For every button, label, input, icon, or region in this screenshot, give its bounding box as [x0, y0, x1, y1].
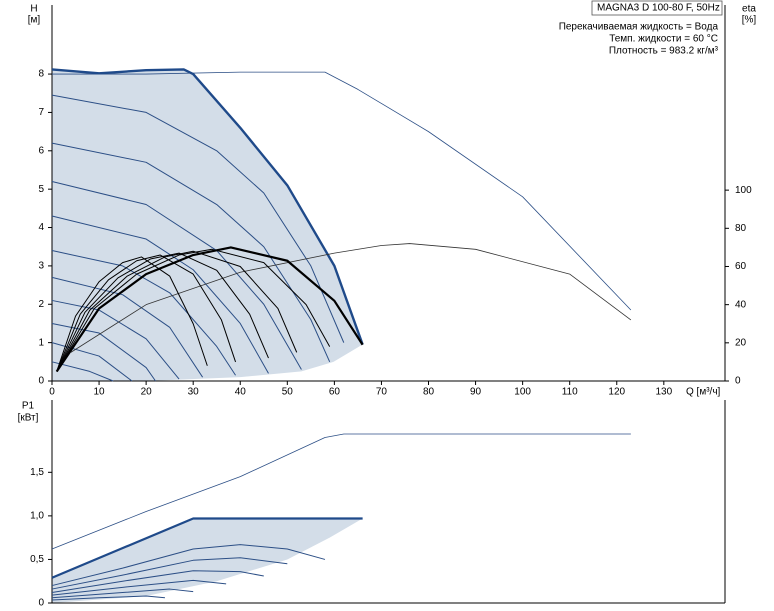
curve [51, 342, 133, 382]
y-tick-label: 4 [38, 222, 44, 233]
y2-label: eta [742, 4, 756, 15]
y2-unit: [%] [742, 15, 757, 26]
operating-area [52, 69, 363, 381]
y2-tick-label: 60 [735, 261, 747, 272]
y-tick-label: 1 [38, 337, 44, 348]
curve [51, 322, 156, 382]
y-label: P1 [22, 401, 35, 412]
y-tick-label: 8 [38, 69, 44, 80]
curve [55, 246, 364, 373]
curve [51, 276, 204, 378]
x-tick-label: 80 [423, 387, 435, 398]
curve [51, 433, 631, 550]
x-tick-label: 40 [235, 387, 247, 398]
curve [51, 557, 288, 590]
y2-tick-label: 0 [735, 376, 741, 387]
curve [56, 256, 208, 372]
y-tick-label: 0,5 [30, 554, 44, 565]
curve [51, 68, 364, 345]
annotation: Перекачиваемая жидкость = Вода [559, 22, 719, 33]
y2-tick-label: 80 [735, 223, 747, 234]
curve [51, 94, 345, 343]
y-tick-label: 0 [38, 376, 44, 387]
y-tick-label: 7 [38, 107, 44, 118]
curve [52, 71, 632, 311]
x-tick-label: 70 [376, 387, 388, 398]
chart-title: MAGNA3 D 100-80 F, 50Hz [597, 3, 720, 14]
y-tick-label: 5 [38, 184, 44, 195]
x-tick-label: 110 [562, 387, 578, 398]
y-tick-label: 0 [38, 598, 44, 609]
curve [51, 544, 326, 587]
title-box [591, 0, 723, 16]
curve [56, 252, 269, 372]
curve [51, 361, 114, 382]
curve [56, 254, 237, 372]
x-tick-label: 60 [329, 387, 341, 398]
y-tick-label: 1,5 [30, 467, 44, 478]
operating-area [52, 518, 363, 603]
x-tick-label: 100 [514, 387, 531, 398]
y-tick-label: 2 [38, 299, 44, 310]
curve [51, 570, 264, 594]
x-tick-label: 30 [188, 387, 200, 398]
curve [51, 250, 236, 376]
y-tick-label: 6 [38, 145, 44, 156]
x-tick-label: 10 [94, 387, 106, 398]
y2-tick-label: 40 [735, 299, 747, 310]
x-tick-label: 50 [282, 387, 294, 398]
curve [51, 142, 331, 363]
curve [51, 299, 180, 380]
x-tick-label: 0 [49, 387, 55, 398]
curve [51, 588, 194, 599]
x-tick-label: 20 [141, 387, 153, 398]
curve [56, 250, 298, 372]
curve [51, 215, 269, 374]
x-tick-label: 130 [655, 387, 672, 398]
y-label: H [30, 4, 37, 15]
curve [51, 595, 165, 601]
y-tick-label: 1,0 [30, 511, 44, 522]
x-label: Q [м³/ч] [686, 387, 721, 398]
y-unit: [м] [28, 15, 41, 26]
curve [70, 243, 632, 353]
curve [51, 579, 227, 596]
y2-tick-label: 20 [735, 337, 747, 348]
curve [51, 517, 363, 579]
curve [56, 248, 331, 372]
annotation: Плотность = 983.2 кг/м³ [609, 46, 719, 57]
annotation: Темп. жидкости = 60 °C [609, 34, 718, 45]
y-unit: [кВт] [18, 413, 39, 424]
y2-tick-label: 100 [735, 185, 752, 196]
x-tick-label: 120 [608, 387, 625, 398]
y-tick-label: 3 [38, 261, 44, 272]
x-tick-label: 90 [470, 387, 482, 398]
